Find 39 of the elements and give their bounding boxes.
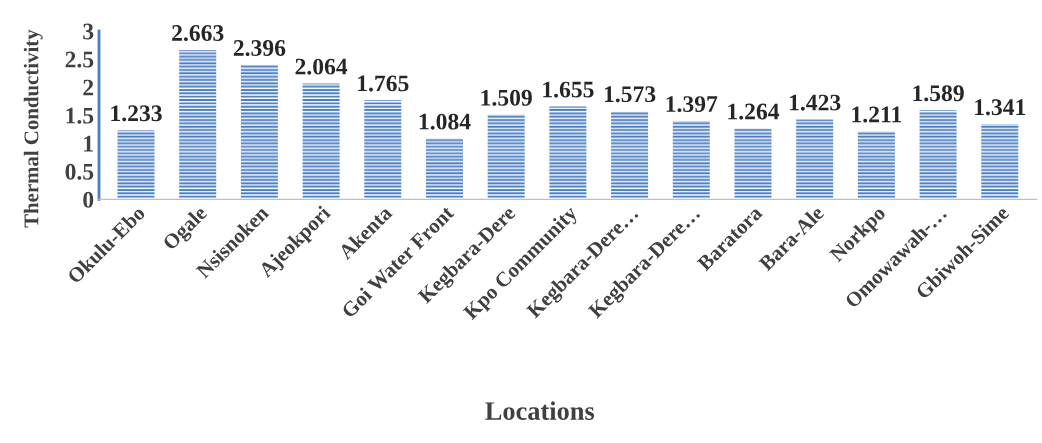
data-label: 1.573 [604, 86, 656, 103]
y-tick-label: 3 [83, 23, 94, 40]
bar [179, 49, 217, 200]
y-tick-label: 0 [83, 191, 94, 208]
y-tick-label: 1.5 [66, 107, 94, 124]
data-label: 2.064 [295, 58, 348, 75]
bar [981, 124, 1019, 200]
bar [919, 110, 957, 200]
bar [857, 131, 895, 200]
y-tick-label: 1 [84, 135, 93, 152]
x-axis-title: Locations [485, 401, 595, 420]
data-label: 1.509 [481, 89, 532, 106]
bar [302, 83, 340, 200]
bar [549, 106, 587, 200]
bar [364, 100, 402, 200]
data-label: 1.397 [666, 96, 718, 113]
y-tick-label: 0.5 [65, 163, 94, 180]
data-label: 1.211 [852, 106, 902, 123]
data-label: 1.233 [111, 105, 162, 122]
bar [734, 128, 772, 200]
bar [240, 64, 278, 200]
bar [672, 120, 710, 200]
data-label: 1.423 [790, 94, 841, 111]
bar [117, 130, 155, 200]
y-tick-label: 2 [83, 79, 94, 96]
data-label: 1.264 [728, 103, 780, 120]
bar [611, 111, 649, 200]
bar [425, 138, 463, 200]
y-tick-label: 2.5 [65, 51, 94, 68]
data-label: 1.084 [419, 113, 471, 130]
bar [487, 114, 525, 200]
data-label: 1.765 [358, 75, 409, 92]
y-axis-title: Thermal Conductivity [23, 29, 43, 228]
bar [796, 119, 834, 200]
data-label: 2.663 [172, 25, 224, 42]
data-label: 1.655 [543, 81, 594, 98]
data-label: 1.589 [913, 85, 964, 102]
data-label: 2.396 [233, 40, 286, 57]
data-label: 1.341 [975, 99, 1026, 116]
